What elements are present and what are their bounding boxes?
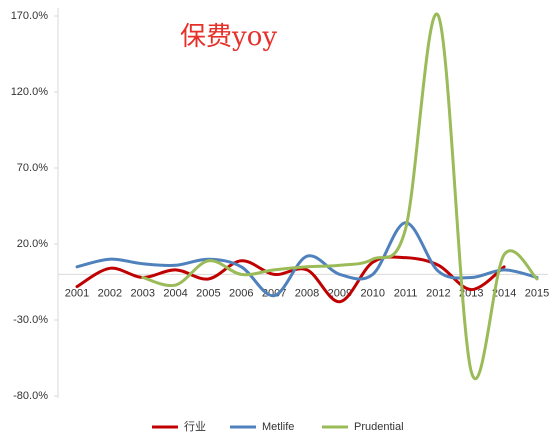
y-tick-label: -80.0% (13, 390, 48, 402)
x-tick-label: 2003 (130, 287, 154, 299)
x-tick-label: 2008 (295, 287, 319, 299)
x-tick-label: 2010 (360, 287, 384, 299)
chart-title: 保费yoy (180, 22, 277, 52)
x-tick-label: 2006 (229, 287, 253, 299)
x-tick-label: 2011 (394, 287, 418, 299)
x-tick-label: 2001 (65, 287, 89, 299)
legend-label: Prudential (354, 421, 404, 433)
x-tick-label: 2013 (459, 287, 483, 299)
y-tick-label: 70.0% (17, 162, 48, 174)
legend-label: Metlife (262, 421, 294, 433)
x-tick-label: 2014 (492, 287, 516, 299)
y-tick-label: 20.0% (17, 238, 48, 250)
x-tick-label: 2004 (163, 287, 187, 299)
x-tick-label: 2012 (426, 287, 450, 299)
x-tick-label: 2002 (98, 287, 122, 299)
y-tick-label: 170.0% (11, 10, 49, 22)
y-tick-label: -30.0% (13, 314, 48, 326)
x-tick-label: 2015 (525, 287, 549, 299)
x-tick-label: 2005 (196, 287, 220, 299)
y-tick-label: 120.0% (11, 86, 49, 98)
series-line (75, 221, 539, 298)
legend-label: 行业 (184, 420, 206, 433)
series-line (141, 12, 539, 381)
